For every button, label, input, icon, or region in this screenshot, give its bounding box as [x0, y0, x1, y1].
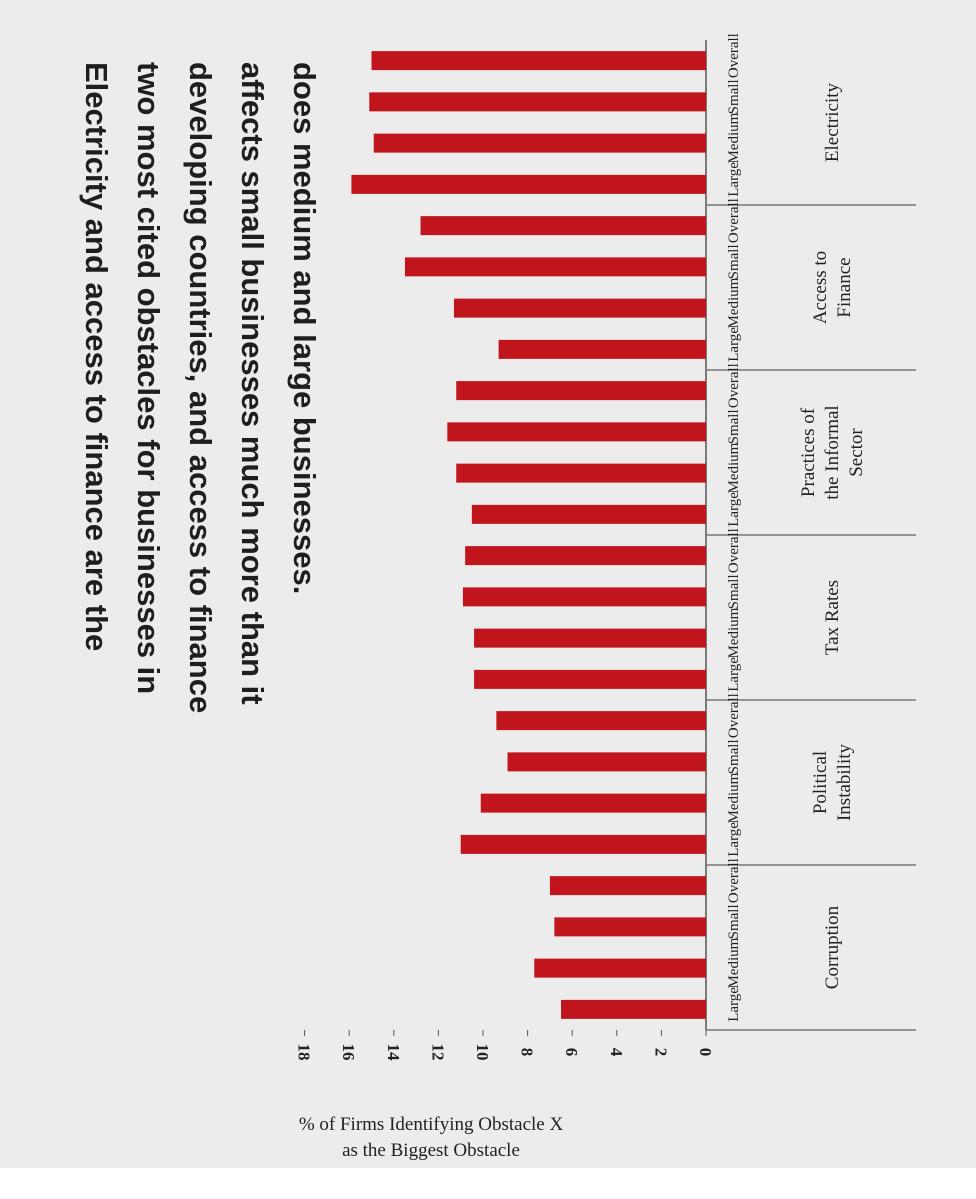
chart-title: Electricity and access to finance are th…: [79, 62, 322, 713]
subcategory-label: Overall: [726, 33, 742, 78]
subcategory-label: Large: [726, 987, 742, 1022]
chart-title-line: Electricity and access to finance are th…: [79, 62, 114, 651]
bar: [465, 546, 706, 566]
bar: [369, 92, 706, 112]
subcategory-label: Small: [726, 574, 742, 609]
subcategory-label: Small: [726, 739, 742, 774]
bar: [496, 711, 706, 731]
category-label: the Informal: [822, 405, 843, 499]
category-label: Electricity: [822, 82, 843, 162]
y-tick-label: 0: [696, 1048, 715, 1057]
category-label: Corruption: [822, 905, 843, 989]
subcategory-label: Large: [726, 327, 742, 362]
category-label: Tax Rates: [822, 580, 843, 655]
bar: [420, 216, 706, 236]
subcategory-label: Overall: [726, 363, 742, 408]
category-label: Access to: [810, 251, 831, 324]
bar: [462, 587, 706, 607]
bar: [554, 917, 706, 937]
y-tick-label: 8: [518, 1048, 537, 1057]
subcategory-label: Medium: [726, 277, 742, 328]
subcategory-label: Large: [726, 657, 742, 692]
bar: [460, 834, 706, 854]
subcategory-label: Overall: [726, 198, 742, 243]
y-tick-label: 16: [339, 1044, 358, 1061]
chart-title-line: two most cited obstacles for businesses …: [131, 62, 166, 694]
y-tick-label: 4: [607, 1048, 626, 1057]
subcategory-label: Small: [726, 79, 742, 114]
category-label: Finance: [834, 257, 855, 317]
rotated-chart-group: Electricity and access to finance are th…: [79, 33, 916, 1161]
chart-title-line: does medium and large businesses.: [287, 62, 322, 594]
bar: [498, 339, 706, 359]
subcategory-label: Medium: [726, 112, 742, 163]
y-axis-label-line: % of Firms Identifying Obstacle X: [299, 1114, 564, 1135]
bar: [404, 257, 706, 277]
bar: [534, 958, 706, 978]
y-tick-label: 18: [295, 1044, 314, 1061]
subcategory-label: Medium: [726, 937, 742, 988]
bar: [373, 133, 706, 153]
bar: [447, 422, 706, 442]
subcategory-label: Medium: [726, 772, 742, 823]
subcategory-label: Overall: [726, 693, 742, 738]
y-tick-label: 14: [384, 1044, 403, 1062]
category-label: Instability: [834, 743, 855, 821]
subcategory-label: Medium: [726, 442, 742, 493]
subcategory-label: Small: [726, 904, 742, 939]
category-label: Sector: [846, 428, 867, 477]
y-tick-label: 12: [428, 1044, 447, 1061]
subcategory-label: Small: [726, 244, 742, 279]
subcategory-label: Overall: [726, 858, 742, 903]
bar: [474, 669, 706, 689]
subcategory-label: Medium: [726, 607, 742, 658]
bar: [456, 463, 706, 483]
subcategory-label: Large: [726, 822, 742, 857]
bar: [549, 876, 706, 896]
bar: [507, 752, 706, 772]
y-tick-label: 2: [651, 1048, 670, 1057]
bar: [351, 174, 706, 194]
bar: [471, 504, 706, 524]
y-axis-label: % of Firms Identifying Obstacle X as the …: [299, 1114, 564, 1161]
chart-title-line: developing countries, and access to fina…: [183, 62, 218, 713]
subcategory-label: Large: [726, 162, 742, 197]
chart-title-line: affects small businesses much more than …: [235, 62, 270, 705]
subcategory-label: Overall: [726, 528, 742, 573]
subcategory-label: Small: [726, 409, 742, 444]
subcategory-label: Large: [726, 492, 742, 527]
y-tick-label: 10: [473, 1044, 492, 1061]
y-axis-label-line: as the Biggest Obstacle: [342, 1140, 520, 1161]
category-label: Practices of: [798, 407, 819, 497]
bar: [456, 381, 706, 401]
bar: [561, 999, 706, 1019]
y-tick-label: 6: [562, 1048, 581, 1057]
bar: [371, 51, 706, 71]
bar: [480, 793, 706, 813]
bar: [454, 298, 706, 318]
bottom-margin: [0, 1168, 976, 1199]
category-label: Political: [810, 751, 831, 814]
bar: [474, 628, 706, 648]
